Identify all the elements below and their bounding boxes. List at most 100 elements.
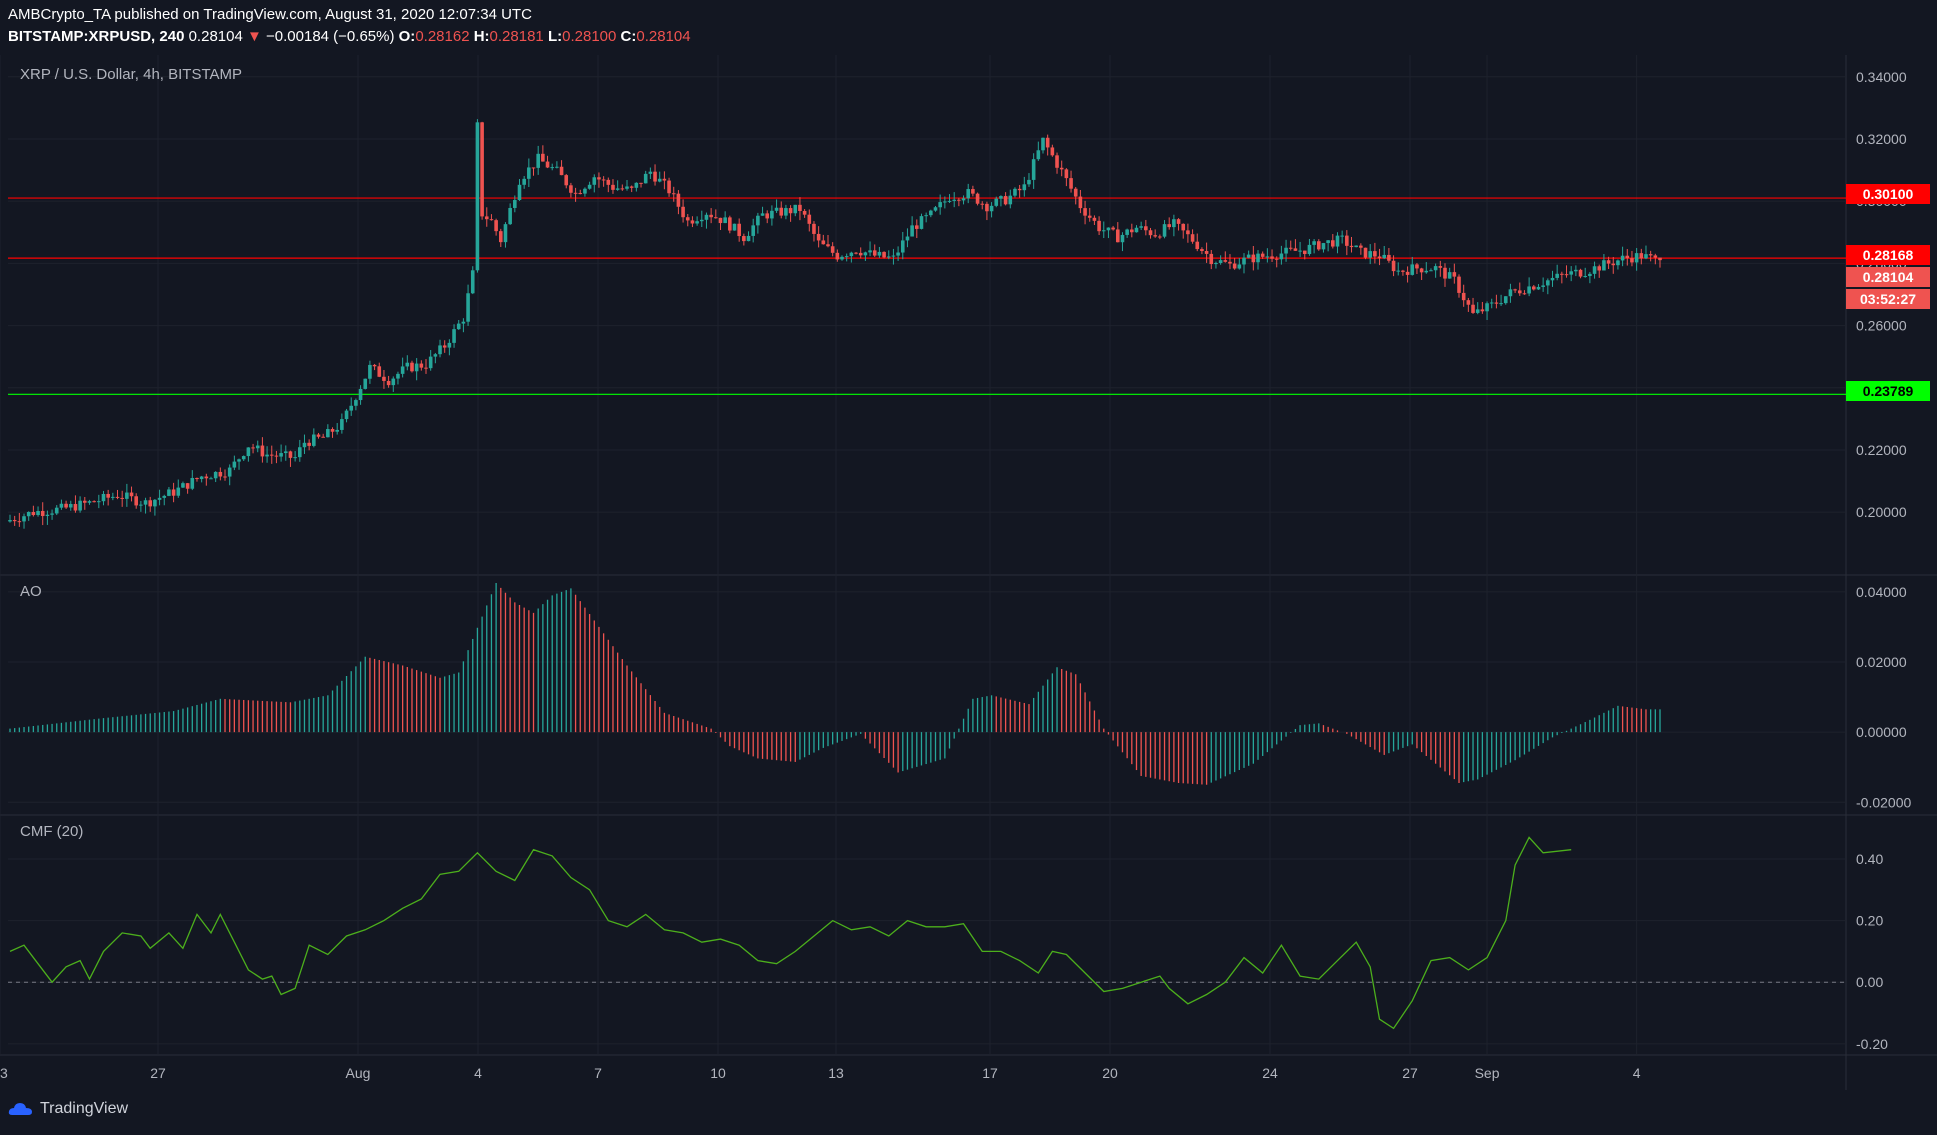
candle-body <box>237 459 241 462</box>
candle-body <box>718 217 723 224</box>
candle-body <box>1625 255 1630 259</box>
candle-body <box>354 400 358 406</box>
candle-body <box>1013 188 1017 196</box>
candle-body <box>1555 273 1559 278</box>
candle-body <box>503 224 508 243</box>
cmf-pane <box>8 836 1846 1030</box>
cloud-logo-icon <box>8 1103 33 1115</box>
candle-body <box>1064 169 1069 179</box>
candle-body <box>321 436 325 438</box>
candle-body <box>592 177 597 185</box>
candle-body <box>251 447 255 449</box>
x-tick-label: 24 <box>1262 1065 1278 1081</box>
candle-body <box>218 471 223 477</box>
candle-body <box>213 471 218 479</box>
candle-body <box>999 196 1003 199</box>
x-tick-label: 4 <box>474 1065 482 1081</box>
candle-body <box>1293 248 1298 251</box>
candle-body <box>330 429 335 432</box>
candle-body <box>1658 257 1662 261</box>
candle-body <box>1274 258 1279 260</box>
candle-body <box>821 240 826 245</box>
candle-body <box>1260 253 1265 257</box>
candle-body <box>223 476 227 478</box>
candle-body <box>1438 266 1443 268</box>
candle-body <box>527 167 531 179</box>
candle-body <box>905 236 910 241</box>
candle-body <box>1588 273 1592 277</box>
candle-body <box>1335 235 1340 247</box>
candle-body <box>746 235 751 242</box>
candle-body <box>947 200 952 202</box>
candle-body <box>1419 268 1424 273</box>
x-tick-label: 23 <box>0 1065 8 1081</box>
tradingview-logo[interactable]: TradingView <box>8 1100 128 1118</box>
candle-body <box>756 215 760 226</box>
candle-body <box>1415 264 1419 269</box>
candle-body <box>382 376 386 381</box>
countdown-tag: 03:52:27 <box>1846 289 1930 309</box>
candle-body <box>1055 155 1059 168</box>
candle-body <box>134 496 139 506</box>
candle-body <box>957 199 961 201</box>
candle-body <box>50 513 54 515</box>
candle-body <box>559 166 564 176</box>
candle-body <box>662 178 667 181</box>
candle-body <box>760 213 765 216</box>
candle-body <box>737 223 741 237</box>
candle-body <box>1457 276 1461 293</box>
candle-body <box>265 454 269 457</box>
last-value: 0.28104 <box>188 28 243 45</box>
resistance-lower-tag: 0.28168 <box>1846 245 1930 265</box>
candle-body <box>1592 266 1597 274</box>
resistance-upper-tag: 0.30100 <box>1846 184 1930 204</box>
candle-body <box>1340 235 1344 237</box>
candle-body <box>1597 266 1602 271</box>
candle-body <box>1003 196 1008 205</box>
candle-body <box>1256 253 1260 263</box>
candle-body <box>840 256 844 260</box>
ao-pane <box>9 583 1661 785</box>
candle-body <box>1489 302 1494 304</box>
candle-body <box>1279 253 1284 260</box>
candle-body <box>1574 269 1578 272</box>
candle-body <box>363 378 368 389</box>
candle-body <box>784 208 788 216</box>
candle-body <box>779 207 784 216</box>
candle-body <box>82 500 87 503</box>
candle-body <box>1387 254 1391 261</box>
candle-body <box>919 216 924 229</box>
candle-body <box>742 236 746 242</box>
down-arrow-icon: ▼ <box>247 28 262 45</box>
candle-body <box>372 364 377 367</box>
candle-body <box>87 501 92 503</box>
candle-body <box>854 252 858 254</box>
candle-body <box>943 201 947 203</box>
candle-body <box>872 250 877 256</box>
candle-body <box>877 251 882 256</box>
x-tick-label: Sep <box>1475 1065 1500 1081</box>
candle-body <box>255 445 260 449</box>
candle-body <box>1349 245 1354 248</box>
price-tick-label: 0.34000 <box>1856 69 1907 85</box>
candle-body <box>597 177 601 180</box>
candle-body <box>807 214 812 224</box>
candle-body <box>522 178 526 185</box>
candle-body <box>835 252 840 260</box>
candle-body <box>1424 270 1429 273</box>
candle-body <box>648 171 653 174</box>
candle-body <box>1139 226 1143 228</box>
high-value: 0.28181 <box>489 28 544 45</box>
candle-body <box>1410 264 1415 275</box>
candle-body <box>54 507 59 514</box>
candle-body <box>1125 229 1129 235</box>
candle-body <box>1162 224 1167 237</box>
candle-body <box>1027 179 1031 185</box>
candle-body <box>1242 257 1246 265</box>
cmf-pane-title: CMF (20) <box>20 823 84 840</box>
candle-body <box>634 182 639 188</box>
candle-body <box>1041 137 1045 151</box>
candle-body <box>508 207 512 225</box>
candle-body <box>555 166 559 168</box>
